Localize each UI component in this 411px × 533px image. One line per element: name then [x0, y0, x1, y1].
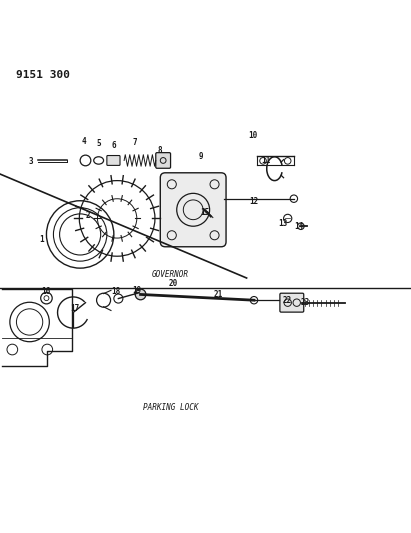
Text: 8: 8	[158, 146, 163, 155]
FancyBboxPatch shape	[160, 173, 226, 247]
Text: 18: 18	[111, 287, 120, 296]
Text: 9: 9	[199, 152, 204, 161]
Text: 15: 15	[200, 208, 209, 217]
Text: 3: 3	[28, 157, 33, 166]
Text: 7: 7	[132, 138, 137, 147]
Text: 12: 12	[249, 197, 259, 206]
Text: GOVERNOR: GOVERNOR	[152, 270, 189, 279]
Circle shape	[135, 289, 146, 300]
Text: 19: 19	[132, 286, 141, 295]
Text: PARKING LOCK: PARKING LOCK	[143, 402, 199, 411]
Text: 23: 23	[300, 298, 309, 307]
Text: 5: 5	[96, 139, 101, 148]
Text: 10: 10	[248, 131, 257, 140]
Text: 17: 17	[70, 304, 79, 313]
Text: 9151 300: 9151 300	[16, 70, 70, 80]
Text: 20: 20	[169, 279, 178, 288]
Text: 11: 11	[262, 156, 271, 165]
FancyBboxPatch shape	[107, 156, 120, 165]
Text: 6: 6	[112, 141, 117, 150]
Text: 14: 14	[295, 222, 304, 231]
FancyBboxPatch shape	[156, 152, 171, 168]
Text: 16: 16	[42, 287, 51, 296]
Text: 2: 2	[86, 211, 91, 220]
FancyBboxPatch shape	[280, 293, 304, 312]
Text: 22: 22	[282, 296, 291, 305]
Text: 21: 21	[214, 290, 223, 299]
Text: 4: 4	[82, 136, 87, 146]
Text: 1: 1	[39, 235, 44, 244]
Text: 13: 13	[278, 219, 287, 228]
